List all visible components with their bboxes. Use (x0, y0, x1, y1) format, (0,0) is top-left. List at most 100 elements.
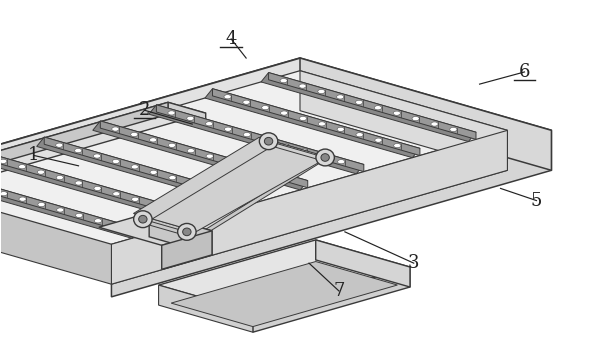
Polygon shape (112, 131, 551, 297)
Ellipse shape (19, 197, 26, 201)
Ellipse shape (131, 197, 139, 201)
Ellipse shape (75, 181, 82, 185)
Polygon shape (0, 169, 139, 236)
Polygon shape (93, 121, 308, 190)
Ellipse shape (168, 111, 175, 115)
Ellipse shape (224, 95, 231, 99)
Ellipse shape (149, 138, 157, 142)
Ellipse shape (431, 122, 438, 126)
Ellipse shape (0, 159, 7, 163)
Ellipse shape (182, 228, 191, 236)
Polygon shape (261, 73, 476, 142)
Polygon shape (205, 89, 420, 158)
Ellipse shape (76, 213, 83, 217)
Ellipse shape (187, 116, 194, 120)
Polygon shape (0, 58, 551, 257)
Ellipse shape (139, 215, 147, 223)
Ellipse shape (337, 127, 344, 132)
Ellipse shape (169, 208, 176, 212)
Text: 6: 6 (519, 63, 530, 81)
Polygon shape (266, 141, 328, 162)
Polygon shape (140, 218, 190, 237)
Ellipse shape (450, 127, 457, 132)
Ellipse shape (74, 149, 82, 153)
Polygon shape (99, 213, 212, 245)
Polygon shape (0, 153, 196, 220)
Polygon shape (269, 73, 476, 139)
Ellipse shape (393, 111, 400, 115)
Ellipse shape (188, 181, 195, 185)
Ellipse shape (131, 132, 138, 136)
Polygon shape (316, 240, 410, 287)
Ellipse shape (243, 100, 250, 104)
Ellipse shape (338, 159, 345, 164)
Ellipse shape (94, 219, 101, 223)
Text: 3: 3 (408, 254, 419, 272)
Ellipse shape (0, 192, 7, 196)
Ellipse shape (355, 100, 362, 104)
Text: 1: 1 (28, 146, 40, 164)
Ellipse shape (56, 176, 64, 180)
Ellipse shape (226, 192, 233, 196)
Ellipse shape (281, 111, 288, 115)
Polygon shape (44, 137, 251, 204)
Text: 2: 2 (139, 101, 150, 119)
Ellipse shape (225, 159, 232, 164)
Ellipse shape (321, 154, 329, 161)
Polygon shape (140, 141, 271, 220)
Ellipse shape (316, 149, 334, 166)
Polygon shape (171, 261, 397, 327)
Ellipse shape (244, 133, 251, 137)
Ellipse shape (299, 116, 307, 120)
Polygon shape (152, 143, 328, 231)
Polygon shape (0, 111, 508, 284)
Ellipse shape (206, 154, 213, 158)
Ellipse shape (281, 176, 289, 180)
Polygon shape (168, 102, 206, 125)
Ellipse shape (375, 138, 382, 142)
Ellipse shape (318, 122, 325, 126)
Ellipse shape (206, 122, 213, 126)
Polygon shape (0, 71, 508, 244)
Ellipse shape (206, 186, 214, 191)
Ellipse shape (374, 106, 382, 110)
Ellipse shape (94, 154, 101, 158)
Ellipse shape (244, 165, 251, 169)
Ellipse shape (187, 149, 194, 153)
Polygon shape (158, 285, 253, 332)
Polygon shape (0, 153, 196, 222)
Ellipse shape (94, 186, 101, 191)
Ellipse shape (263, 170, 270, 174)
Text: 5: 5 (531, 192, 542, 209)
Ellipse shape (131, 165, 139, 169)
Ellipse shape (56, 143, 63, 147)
Ellipse shape (224, 127, 232, 131)
Polygon shape (0, 58, 300, 224)
Ellipse shape (169, 143, 176, 147)
Ellipse shape (281, 143, 288, 148)
Polygon shape (149, 105, 364, 174)
Ellipse shape (112, 159, 119, 164)
Ellipse shape (151, 202, 158, 207)
Ellipse shape (113, 192, 120, 196)
Ellipse shape (412, 117, 419, 121)
Ellipse shape (337, 95, 344, 99)
Polygon shape (0, 169, 139, 238)
Ellipse shape (262, 138, 269, 142)
Ellipse shape (299, 84, 306, 88)
Polygon shape (37, 137, 251, 206)
Ellipse shape (38, 202, 45, 207)
Polygon shape (100, 121, 308, 188)
Ellipse shape (259, 133, 278, 150)
Ellipse shape (318, 89, 325, 94)
Polygon shape (0, 102, 168, 187)
Polygon shape (0, 102, 206, 185)
Ellipse shape (356, 133, 363, 137)
Ellipse shape (113, 224, 121, 228)
Ellipse shape (150, 170, 157, 174)
Ellipse shape (265, 138, 273, 145)
Polygon shape (157, 105, 364, 172)
Polygon shape (162, 231, 212, 269)
Text: 7: 7 (333, 282, 344, 300)
Polygon shape (300, 71, 508, 170)
